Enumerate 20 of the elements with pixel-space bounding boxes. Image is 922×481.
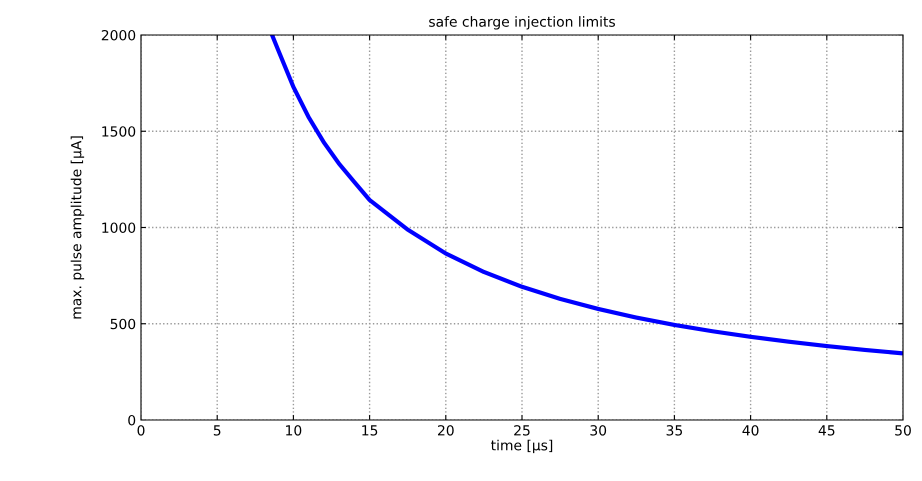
y-tick-label: 0 (128, 414, 136, 426)
x-tick-label: 20 (438, 425, 454, 436)
y-tick-label: 2000 (102, 30, 136, 40)
y-tick-label: 1500 (102, 126, 136, 137)
x-tick-label: 5 (214, 425, 220, 436)
x-tick-label: 45 (818, 425, 834, 436)
y-axis-title: max. pulse amplitude [µA] (70, 136, 84, 319)
x-tick-label: 15 (362, 425, 378, 436)
x-tick-label: 50 (895, 425, 911, 436)
x-axis-title: time [µs] (491, 440, 552, 454)
x-tick-label: 25 (514, 425, 530, 436)
line-series (270, 35, 903, 356)
y-tick-label: 500 (110, 318, 136, 330)
x-tick-label: 0 (137, 425, 144, 436)
x-tick-label: 35 (666, 425, 682, 436)
x-tick-label: 40 (742, 425, 759, 436)
y-tick-label: 1000 (102, 222, 136, 233)
x-tick-label: 10 (286, 425, 302, 436)
chart-title: safe charge injection limits (429, 16, 615, 30)
x-tick-label: 30 (590, 425, 606, 436)
